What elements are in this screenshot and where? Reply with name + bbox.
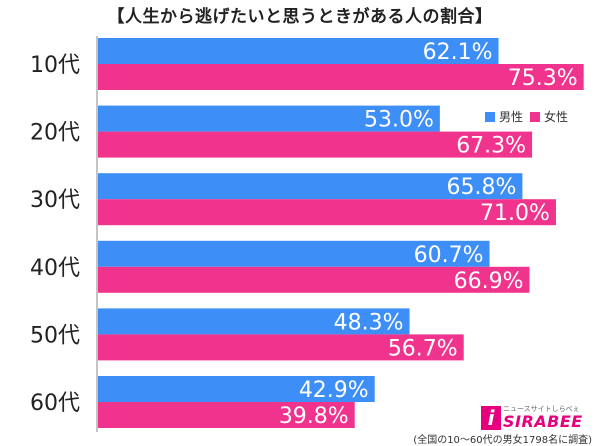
bar-value-label: 48.3% [334, 310, 404, 335]
bar-female [98, 266, 530, 293]
legend: 男性 女性 [483, 107, 571, 126]
bar-value-label: 66.9% [454, 269, 524, 294]
bar-male [98, 308, 410, 335]
logo-mark: i [481, 406, 501, 430]
logo-subtitle: ニュースサイトしらべぇ [503, 405, 580, 413]
legend-label-male: 男性 [499, 110, 524, 124]
bar-female [98, 199, 556, 226]
footnote: (全国の10～60代の男女1798名に調査) [413, 435, 592, 446]
bar-value-label: 60.7% [414, 243, 484, 268]
bar-female [98, 402, 355, 428]
category-label: 10代 [30, 53, 80, 78]
bar-value-label: 42.9% [299, 378, 369, 403]
bar-male [98, 240, 490, 267]
bar-male [98, 38, 499, 64]
chart-title: 【人生から逃げたいと思うときがある人の割合】 [107, 7, 493, 27]
bar-female [98, 334, 464, 361]
bar-value-label: 39.8% [279, 404, 349, 429]
category-label: 30代 [30, 188, 80, 213]
sirabee-logo: i ニュースサイトしらべぇ SIRABEE [481, 404, 582, 431]
bar-value-label: 65.8% [447, 175, 517, 200]
logo-text: SIRABEE [503, 412, 583, 431]
bar-value-label: 67.3% [456, 134, 526, 159]
legend-swatch-male [485, 111, 495, 122]
bar-female [98, 64, 584, 90]
category-label: 50代 [30, 323, 80, 348]
bar-female [98, 131, 533, 158]
bar-male [98, 173, 523, 200]
bar-male [98, 376, 375, 402]
bar-value-label: 56.7% [388, 336, 458, 361]
category-label: 40代 [30, 256, 80, 281]
bar-value-label: 53.0% [364, 108, 434, 133]
bar-value-label: 75.3% [508, 66, 578, 91]
legend-label-female: 女性 [544, 110, 569, 124]
bar-value-label: 62.1% [423, 40, 493, 65]
bar-male [98, 105, 440, 132]
category-label: 20代 [30, 121, 80, 146]
bar-value-label: 71.0% [480, 201, 550, 226]
category-label: 60代 [30, 391, 80, 416]
legend-swatch-female [530, 111, 541, 122]
